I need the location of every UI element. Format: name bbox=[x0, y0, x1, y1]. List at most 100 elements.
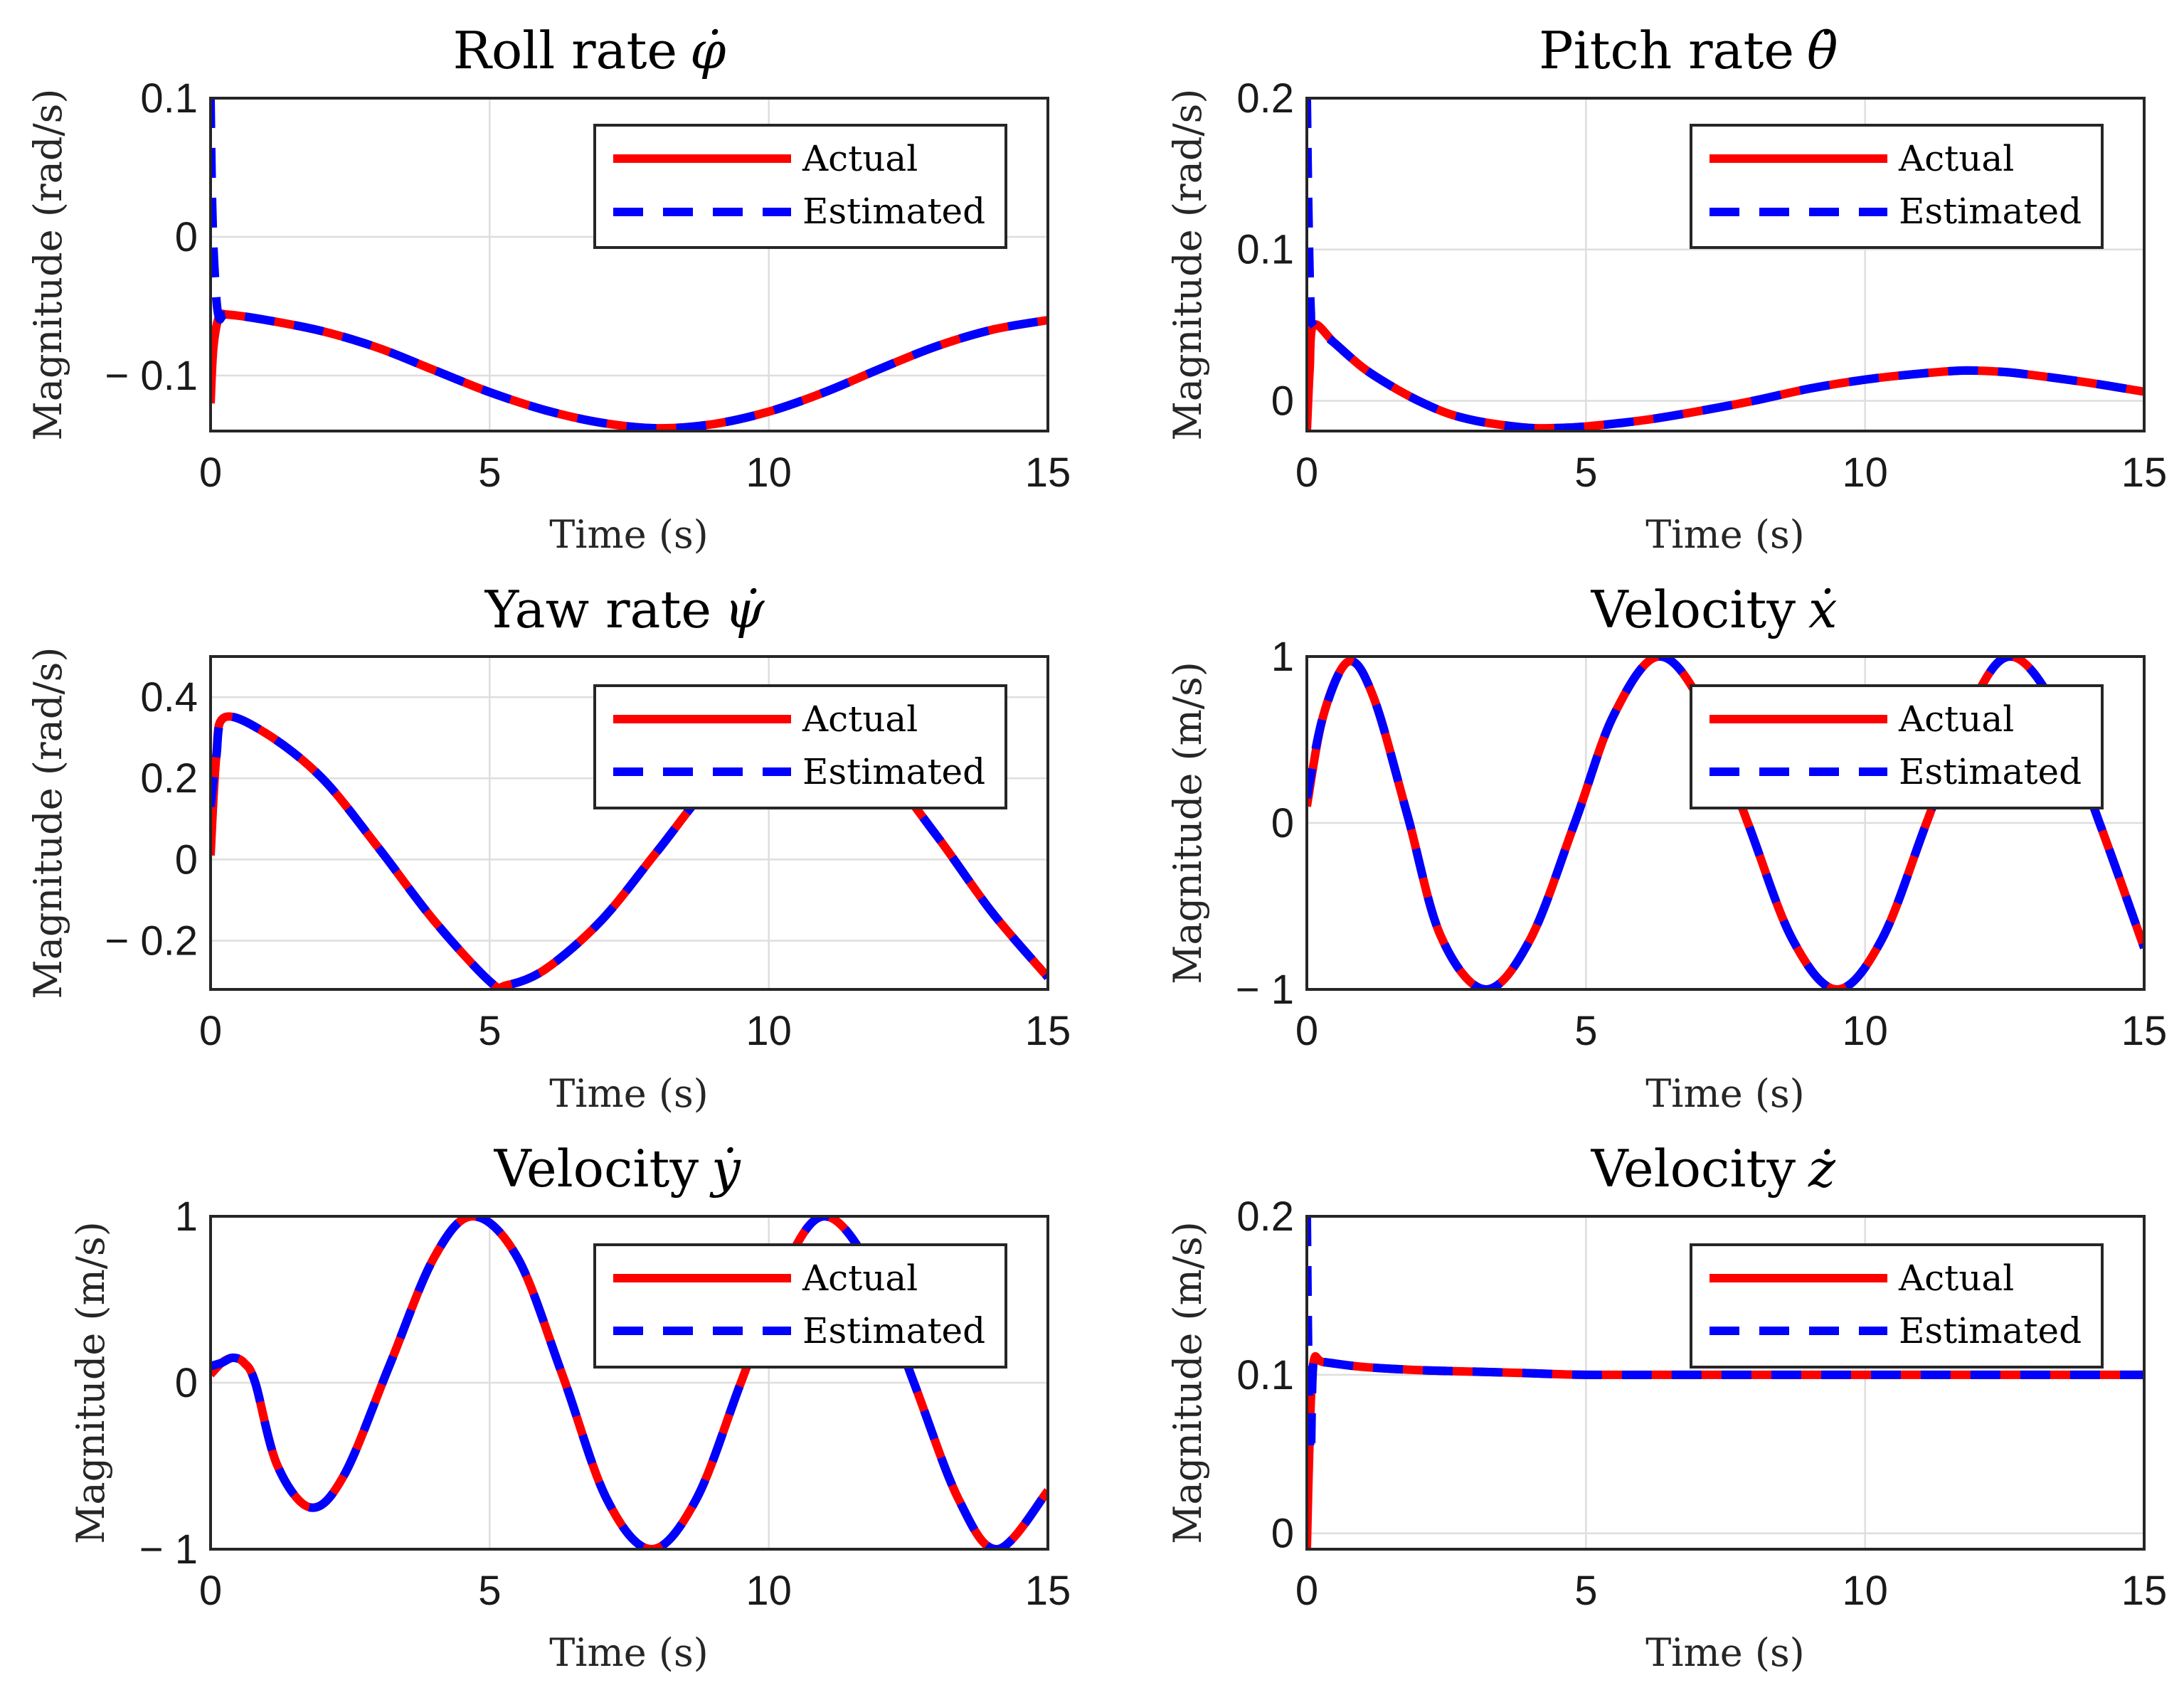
subplot-velocity-z: Velocity ż 0 5 10 15 0 0.1 0.2 Time (s) Magnit… bbox=[1165, 1139, 2167, 1675]
subplot-title-symbol: ψ̇ bbox=[724, 580, 765, 639]
legend: Actual Estimated bbox=[1690, 1243, 2104, 1369]
y-axis-label: Magnitude (rad/s) bbox=[26, 647, 70, 999]
x-tick-label: 15 bbox=[2121, 1008, 2168, 1054]
tick-labels: 0 5 10 15 0 0.1 0.2 bbox=[1236, 75, 2167, 496]
x-tick-label: 15 bbox=[1025, 1568, 1071, 1614]
subplot-yaw-rate: Yaw rate ψ̇ 0 5 10 15− 0.200.20.4 Time (s) … bbox=[26, 580, 1071, 1116]
y-tick-label: − 1 bbox=[139, 1526, 198, 1573]
tick-labels: 0 5 10 15− 101 bbox=[139, 1194, 1071, 1614]
legend-estimated-label: Estimated bbox=[802, 191, 985, 232]
x-tick-label: 0 bbox=[199, 1568, 222, 1614]
legend-box bbox=[1690, 124, 2104, 249]
subplot-pitch-rate: Pitch rate θ̇ 0 5 10 15 0 0.1 0.2 Time (s) Mag… bbox=[1165, 21, 2167, 557]
y-tick-label: 0.1 bbox=[140, 75, 198, 122]
y-tick-label: 0.1 bbox=[1236, 227, 1294, 273]
series-estimated-line bbox=[1307, 98, 2144, 431]
tick-labels: 0 5 10 15− 101 bbox=[1236, 634, 2168, 1054]
y-tick-label: 1 bbox=[1271, 634, 1294, 680]
x-tick-label: 10 bbox=[746, 1568, 792, 1614]
y-tick-label: 0.2 bbox=[140, 755, 198, 802]
subplot-roll-rate: Roll rate φ̇ 0 5 10 15 − 0.1 0 0.1 Time (s) Ma… bbox=[26, 21, 1071, 557]
subplot-title-symbol: θ̇ bbox=[1807, 21, 1838, 80]
subplot-title: Velocity bbox=[1591, 1139, 1796, 1199]
series-estimated-line bbox=[1307, 1216, 2144, 1459]
subplot-title: Yaw rate bbox=[484, 580, 711, 639]
subplot-velocity-y: Velocity ẏ 0 5 10 15− 101 Time (s) Magnitud… bbox=[68, 1139, 1071, 1675]
x-tick-label: 15 bbox=[2121, 1568, 2168, 1614]
x-tick-label: 10 bbox=[746, 450, 792, 496]
legend-estimated-label: Estimated bbox=[802, 1310, 985, 1351]
y-axis-label: Magnitude (m/s) bbox=[1165, 661, 1210, 984]
axes-frame bbox=[1305, 97, 2146, 432]
series-estimated-line bbox=[211, 712, 1048, 989]
legend-box bbox=[593, 124, 1007, 249]
axes-frame bbox=[209, 1215, 1049, 1551]
legend: Actual Estimated bbox=[593, 124, 1007, 249]
subplot-title-symbol: φ̇ bbox=[690, 21, 726, 80]
x-tick-label: 10 bbox=[1842, 450, 1888, 496]
x-tick-label: 5 bbox=[1574, 1568, 1597, 1614]
x-tick-label: 10 bbox=[746, 1008, 792, 1054]
x-tick-label: 15 bbox=[1025, 1008, 1071, 1054]
x-tick-label: 0 bbox=[1295, 1568, 1318, 1614]
y-tick-label: 0 bbox=[1271, 800, 1294, 846]
legend: Actual Estimated bbox=[593, 1243, 1007, 1369]
x-tick-label: 10 bbox=[1842, 1008, 1888, 1054]
series-actual-line bbox=[1307, 1351, 2144, 1549]
x-axis-label: Time (s) bbox=[549, 1071, 708, 1116]
subplot-velocity-x: Velocity ẋ 0 5 10 15− 101 Time (s) Magnitud… bbox=[1165, 580, 2167, 1116]
y-tick-label: − 0.2 bbox=[105, 918, 198, 965]
tick-labels: 0 5 10 15− 0.200.20.4 bbox=[105, 674, 1071, 1054]
x-axis-label: Time (s) bbox=[549, 512, 708, 557]
series-estimated-line bbox=[211, 1216, 1048, 1549]
legend-estimated-label: Estimated bbox=[1899, 751, 2082, 792]
legend: Actual Estimated bbox=[593, 684, 1007, 809]
y-tick-label: 1 bbox=[175, 1194, 198, 1240]
tick-labels: 0 5 10 15 − 0.1 0 0.1 bbox=[105, 75, 1071, 496]
y-tick-label: 0 bbox=[1271, 378, 1294, 424]
legend: Actual Estimated bbox=[1690, 124, 2104, 249]
series-layer bbox=[211, 98, 1048, 431]
subplot-title-symbol: ẋ bbox=[1808, 580, 1838, 639]
x-tick-label: 0 bbox=[199, 450, 222, 496]
series-layer bbox=[1307, 1216, 2144, 1549]
x-axis-label: Time (s) bbox=[549, 1630, 708, 1675]
legend-box bbox=[1690, 684, 2104, 809]
axes-frame bbox=[1305, 1215, 2146, 1551]
x-tick-label: 0 bbox=[1295, 1008, 1318, 1054]
y-axis-label: Magnitude (rad/s) bbox=[1165, 89, 1210, 441]
legend-box bbox=[593, 1243, 1007, 1369]
y-tick-label: − 0.1 bbox=[105, 353, 198, 399]
legend-actual-label: Actual bbox=[802, 1258, 918, 1299]
subplot-title: Velocity bbox=[494, 1139, 699, 1199]
y-tick-label: 0 bbox=[175, 1360, 198, 1406]
y-tick-label: 0.2 bbox=[1236, 1194, 1294, 1240]
subplot-title: Roll rate bbox=[453, 21, 677, 80]
x-tick-label: 10 bbox=[1842, 1568, 1888, 1614]
x-tick-label: 5 bbox=[478, 1568, 501, 1614]
x-tick-label: 5 bbox=[1574, 450, 1597, 496]
y-tick-label: 0.1 bbox=[1236, 1352, 1294, 1398]
series-actual-line bbox=[1307, 319, 2144, 431]
axes-frame bbox=[209, 655, 1049, 991]
y-tick-label: 0.4 bbox=[140, 674, 198, 721]
legend-estimated-label: Estimated bbox=[1899, 191, 2082, 232]
subplot-title-symbol: ż bbox=[1808, 1139, 1836, 1199]
legend-box bbox=[1690, 1243, 2104, 1369]
y-axis-label: Magnitude (rad/s) bbox=[26, 89, 70, 441]
x-tick-label: 0 bbox=[1295, 450, 1318, 496]
series-estimated-line bbox=[211, 98, 1048, 431]
axes-frame bbox=[209, 97, 1049, 432]
x-tick-label: 5 bbox=[1574, 1008, 1597, 1054]
y-tick-label: 0.2 bbox=[1236, 75, 1294, 122]
x-tick-label: 0 bbox=[199, 1008, 222, 1054]
x-tick-label: 15 bbox=[2121, 450, 2168, 496]
tick-labels: 0 5 10 15 0 0.1 0.2 bbox=[1236, 1194, 2167, 1614]
subplot-title: Pitch rate bbox=[1539, 21, 1794, 80]
legend-box bbox=[593, 684, 1007, 809]
y-axis-label: Magnitude (m/s) bbox=[68, 1221, 113, 1544]
y-tick-label: 0 bbox=[175, 214, 198, 260]
legend-actual-label: Actual bbox=[802, 698, 918, 740]
x-tick-label: 5 bbox=[478, 1008, 501, 1054]
legend: Actual Estimated bbox=[1690, 684, 2104, 809]
